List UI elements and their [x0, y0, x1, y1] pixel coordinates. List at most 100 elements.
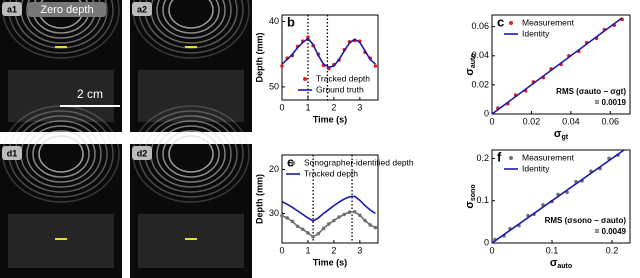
axis-subscript: sono	[470, 184, 477, 201]
plot-frame	[281, 14, 379, 101]
axis-symbol: σ	[464, 201, 476, 209]
x-tick-label: 0.1	[546, 245, 559, 255]
panel-letter: f	[497, 149, 502, 164]
panel-letter: b	[287, 14, 295, 29]
data-point	[337, 215, 341, 219]
y-tick-label: 0	[484, 108, 489, 118]
panel-label: d1	[7, 148, 18, 158]
data-point	[311, 235, 315, 239]
series-line	[281, 195, 376, 222]
axis-subscript: auto	[557, 263, 572, 270]
data-point	[321, 226, 326, 231]
x-tick-label: 0.2	[606, 245, 619, 255]
tissue	[138, 70, 244, 122]
echo-arc	[168, 0, 214, 29]
x-tick-label: 3	[357, 245, 362, 255]
data-point	[326, 222, 331, 226]
panel-letter: c	[497, 14, 504, 29]
data-point	[373, 64, 378, 68]
legend-swatch	[303, 77, 307, 81]
panel-label-bg	[2, 146, 22, 160]
tissue	[138, 214, 244, 268]
panel-label: a2	[137, 4, 147, 14]
data-point	[368, 223, 373, 227]
x-tick-label: 0	[489, 245, 494, 255]
axis-symbol: σ	[550, 257, 558, 269]
echo-arc	[26, 125, 96, 183]
x-axis-label: σgt	[554, 128, 569, 141]
panel-label: d2	[137, 148, 148, 158]
data-point	[352, 209, 357, 214]
data-point	[280, 64, 284, 68]
series-line	[491, 149, 625, 244]
data-point	[300, 227, 305, 232]
x-tick-label: 1	[305, 102, 310, 112]
y-tick-label: 0.1	[476, 195, 489, 205]
annotation: = 0.0019	[595, 98, 627, 107]
tissue	[8, 214, 114, 268]
y-tick-label: 0.06	[471, 21, 489, 31]
data-point	[332, 218, 336, 223]
x-tick-label: 1	[305, 245, 310, 255]
x-tick-label: 0	[489, 116, 494, 126]
echo-arc	[162, 0, 220, 34]
legend-label: Measurement	[522, 17, 575, 27]
note-bg	[28, 2, 106, 17]
annotation: RMS (σsono − σauto)	[545, 216, 627, 225]
x-tick-label: 0	[279, 102, 284, 112]
image-note: Zero depth	[40, 4, 93, 16]
legend-label: Identity	[522, 163, 550, 173]
y-tick-label: 30	[269, 208, 279, 218]
plot-frame	[281, 154, 379, 244]
data-point	[285, 216, 289, 220]
data-point	[306, 35, 310, 40]
ultrasound-image	[0, 0, 122, 132]
data-point	[363, 218, 367, 223]
x-axis-label: Time (s)	[313, 114, 347, 124]
data-point	[306, 231, 310, 235]
x-axis-label: Time (s)	[313, 257, 347, 267]
x-tick-label: 0	[279, 245, 284, 255]
echo-arc	[38, 135, 84, 173]
echo-arc	[162, 130, 220, 178]
panel-label: a1	[7, 4, 17, 14]
panel-label-bg	[132, 146, 152, 160]
panel-label-bg	[2, 2, 22, 16]
x-tick-label: 0.06	[602, 116, 620, 126]
axis-symbol: σ	[464, 68, 476, 76]
scale-bar-label: 2 cm	[77, 87, 103, 101]
data-point	[347, 210, 352, 214]
x-tick-label: 2	[331, 102, 336, 112]
y-tick-label: 0.2	[476, 153, 489, 163]
x-tick-label: 3	[357, 102, 362, 112]
legend-swatch	[509, 21, 513, 25]
legend-label: Tracked depth	[316, 73, 370, 83]
legend-swatch	[509, 156, 513, 160]
echo-arc	[156, 125, 226, 183]
echo-arc	[32, 130, 90, 178]
y-axis-label: Depth (mm)	[254, 33, 264, 83]
annotation: RMS (σauto − σgt)	[556, 87, 626, 96]
echo-arc	[168, 135, 214, 173]
echo-arc	[156, 0, 226, 39]
plot-frame	[491, 149, 631, 244]
series-line	[491, 17, 623, 115]
y-tick-label: 20	[269, 164, 279, 174]
legend-label: Tracked depth	[304, 168, 358, 178]
x-tick-label: 0.02	[523, 116, 541, 126]
data-point	[373, 225, 378, 230]
legend-label: Sonographer-identified depth	[304, 157, 414, 167]
ultrasound-image	[0, 144, 122, 278]
y-tick-label: 0.04	[471, 50, 489, 60]
legend-label: Identity	[522, 28, 550, 38]
data-point	[290, 219, 295, 224]
tissue	[8, 70, 114, 122]
annotation: = 0.0049	[595, 227, 627, 236]
legend-label: Ground truth	[316, 84, 364, 94]
x-axis-label: σauto	[550, 257, 572, 270]
legend-label: Measurement	[522, 152, 575, 162]
legend-swatch	[291, 161, 295, 165]
ultrasound-image	[130, 0, 252, 132]
data-point	[316, 231, 321, 236]
